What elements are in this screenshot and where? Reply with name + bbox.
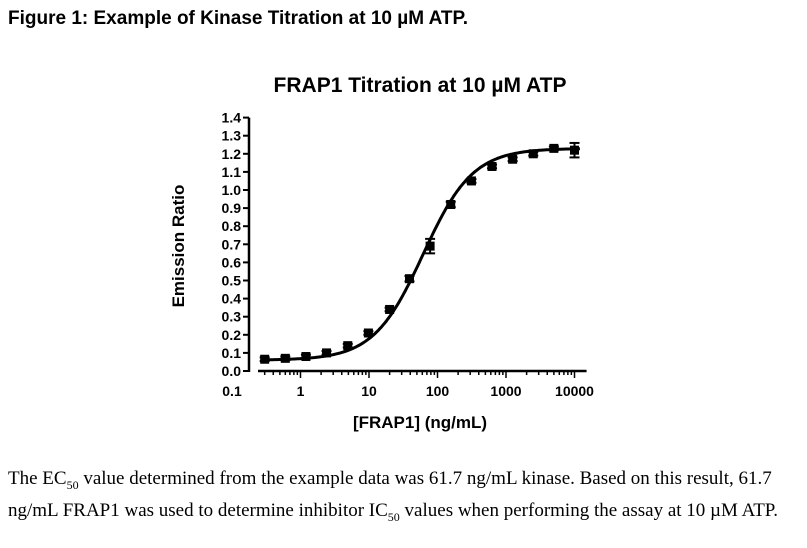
data-point — [508, 154, 518, 164]
y-tick-label: 0.6 — [222, 254, 242, 270]
y-tick-label: 1.0 — [222, 182, 242, 198]
y-tick-label: 0.2 — [222, 327, 242, 343]
caption: The EC50 value determined from the examp… — [8, 466, 803, 530]
y-tick-label: 1.4 — [222, 110, 242, 126]
data-point — [549, 143, 559, 153]
data-point — [446, 199, 456, 209]
x-tick-label: 1000 — [490, 383, 521, 399]
figure-title: Figure 1: Example of Kinase Titration at… — [8, 8, 469, 29]
data-points-layer — [259, 141, 580, 364]
x-tick-label: 10000 — [555, 383, 594, 399]
data-point — [570, 145, 579, 155]
x-tick-label: 1 — [297, 383, 305, 399]
x-tick-label: 0.1 — [222, 383, 242, 399]
data-point — [528, 149, 538, 159]
caption-text-1: The EC — [8, 468, 67, 489]
y-tick-label: 0.5 — [222, 273, 242, 289]
y-tick-label: 1.2 — [222, 146, 242, 162]
data-point — [363, 328, 373, 338]
data-point — [385, 304, 395, 314]
fit-curve — [264, 147, 580, 362]
data-point — [260, 354, 270, 364]
y-tick-label: 0.8 — [222, 218, 242, 234]
y-tick-label: 0.0 — [222, 363, 242, 379]
data-point — [404, 274, 414, 284]
y-tick-label: 1.1 — [222, 164, 242, 180]
caption-text-3: values when performing the assay at 10 µ… — [399, 499, 779, 521]
y-tick-label: 0.9 — [222, 200, 242, 216]
chart: FRAP1 Titration at 10 µM ATP [FRAP1] (ng… — [169, 74, 595, 432]
chart-title: FRAP1 Titration at 10 µM ATP — [274, 74, 567, 97]
data-point — [280, 353, 290, 363]
fit-curve-layer — [264, 147, 580, 362]
caption-sub-2: 50 — [387, 509, 400, 524]
data-point — [343, 341, 353, 351]
y-tick-label: 0.4 — [222, 291, 242, 307]
data-point — [466, 176, 476, 186]
y-axis-label: Emission Ratio — [169, 185, 188, 308]
data-point — [322, 348, 332, 358]
y-tick-label: 0.1 — [222, 345, 242, 361]
y-tick-label: 0.7 — [222, 236, 242, 252]
x-axis-label: [FRAP1] (ng/mL) — [353, 413, 487, 432]
data-point — [301, 352, 311, 362]
x-tick-label: 100 — [426, 383, 450, 399]
y-tick-label: 0.3 — [222, 309, 242, 325]
x-tick-label: 10 — [361, 383, 377, 399]
y-tick-label: 1.3 — [222, 128, 242, 144]
axes: 0.0 0.1 0.2 0.3 0.4 0.5 0.6 0.7 0.8 0.9 1.0 1.1 1.2 1… — [222, 110, 595, 399]
caption-text-2: value determined from the example data w… — [8, 468, 772, 521]
caption-sub-1: 50 — [66, 477, 79, 492]
data-point — [425, 241, 435, 251]
data-point — [487, 161, 497, 171]
